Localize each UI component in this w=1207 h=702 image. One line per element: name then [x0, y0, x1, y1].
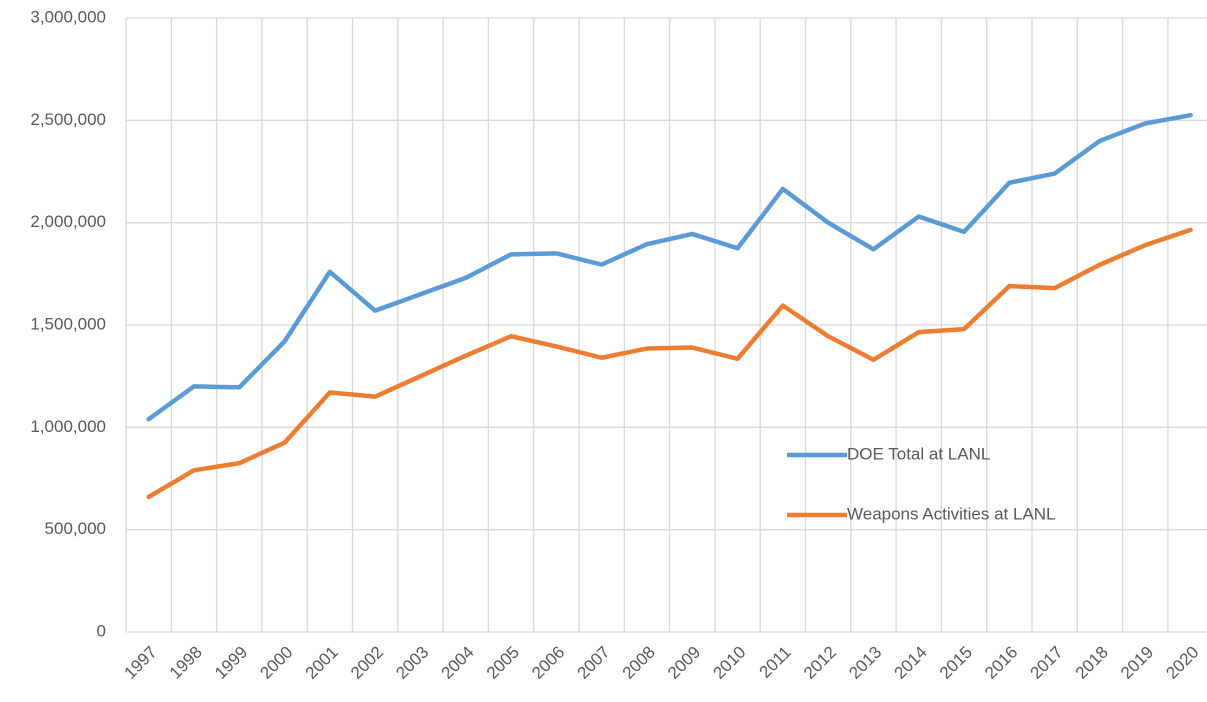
x-tick-label: 2015: [936, 643, 976, 683]
x-tick-label: 2013: [845, 643, 885, 683]
y-tick-label: 1,500,000: [30, 314, 106, 333]
series-line: [146, 112, 1193, 422]
x-tick-label: 2018: [1072, 643, 1112, 683]
y-tick-label: 0: [97, 621, 106, 640]
y-tick-label: 3,000,000: [30, 7, 106, 26]
x-tick-label: 2011: [756, 643, 795, 682]
x-tick-label: 2012: [800, 643, 840, 683]
legend-label: Weapons Activities at LANL: [847, 504, 1056, 523]
x-tick-label: 2005: [483, 643, 523, 683]
x-tick-label: 2016: [981, 643, 1021, 683]
x-tick-label: 2010: [709, 643, 749, 683]
y-tick-label: 2,000,000: [30, 212, 106, 231]
x-tick-label: 1998: [166, 643, 206, 683]
x-tick-label: 2017: [1026, 643, 1066, 683]
series-line: [146, 227, 1193, 500]
x-tick-label: 2014: [891, 643, 931, 683]
y-tick-label: 1,000,000: [30, 417, 106, 436]
x-tick-label: 2004: [438, 643, 478, 683]
x-tick-label: 1999: [211, 643, 251, 683]
x-tick-label: 2019: [1117, 643, 1157, 683]
x-tick-label: 2009: [664, 643, 704, 683]
x-tick-label: 2008: [619, 643, 659, 683]
x-tick-label: 2007: [573, 643, 613, 683]
y-tick-label: 500,000: [45, 519, 106, 538]
x-tick-label: 1997: [120, 643, 160, 683]
x-tick-label: 2020: [1162, 643, 1202, 683]
x-tick-label: 2002: [347, 643, 387, 683]
x-tick-label: 2003: [392, 643, 432, 683]
legend-label: DOE Total at LANL: [847, 444, 990, 463]
x-tick-label: 2006: [528, 643, 568, 683]
x-tick-label: 2001: [302, 643, 342, 683]
y-tick-label: 2,500,000: [30, 110, 106, 129]
x-tick-label: 2000: [256, 643, 296, 683]
